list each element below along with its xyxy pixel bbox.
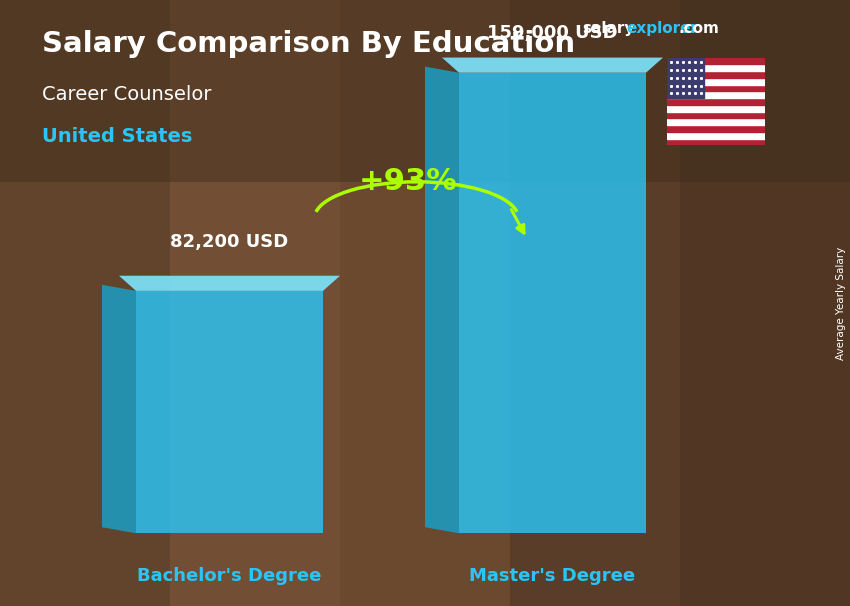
Text: United States: United States — [42, 127, 193, 146]
Bar — [667, 64, 765, 71]
Bar — [667, 125, 765, 132]
Text: +93%: +93% — [359, 167, 457, 196]
Polygon shape — [442, 58, 663, 73]
Bar — [667, 112, 765, 118]
Text: 82,200 USD: 82,200 USD — [170, 233, 289, 251]
Bar — [667, 118, 765, 125]
Text: explorer: explorer — [626, 21, 699, 36]
Polygon shape — [459, 73, 646, 533]
Text: Bachelor's Degree: Bachelor's Degree — [138, 567, 321, 585]
Bar — [0, 0, 170, 606]
Bar — [667, 132, 765, 139]
Bar — [0, 0, 850, 182]
Text: Master's Degree: Master's Degree — [469, 567, 636, 585]
Text: Career Counselor: Career Counselor — [42, 85, 212, 104]
Polygon shape — [119, 276, 340, 291]
Polygon shape — [102, 285, 136, 533]
Text: salary: salary — [582, 21, 635, 36]
Bar — [667, 78, 765, 85]
Bar — [340, 0, 510, 606]
Bar — [667, 58, 705, 98]
Text: Salary Comparison By Education: Salary Comparison By Education — [42, 30, 575, 58]
Bar — [667, 58, 765, 64]
Text: Average Yearly Salary: Average Yearly Salary — [836, 247, 846, 359]
Bar — [680, 0, 850, 606]
Polygon shape — [425, 67, 459, 533]
Bar — [667, 71, 765, 78]
Bar — [667, 98, 765, 105]
Bar — [667, 85, 765, 92]
Polygon shape — [136, 291, 323, 533]
Bar — [510, 0, 680, 606]
Text: 159,000 USD: 159,000 USD — [487, 24, 618, 42]
Bar — [667, 92, 765, 98]
Bar — [667, 105, 765, 112]
Bar — [170, 0, 340, 606]
Bar — [667, 139, 765, 145]
Text: .com: .com — [678, 21, 719, 36]
